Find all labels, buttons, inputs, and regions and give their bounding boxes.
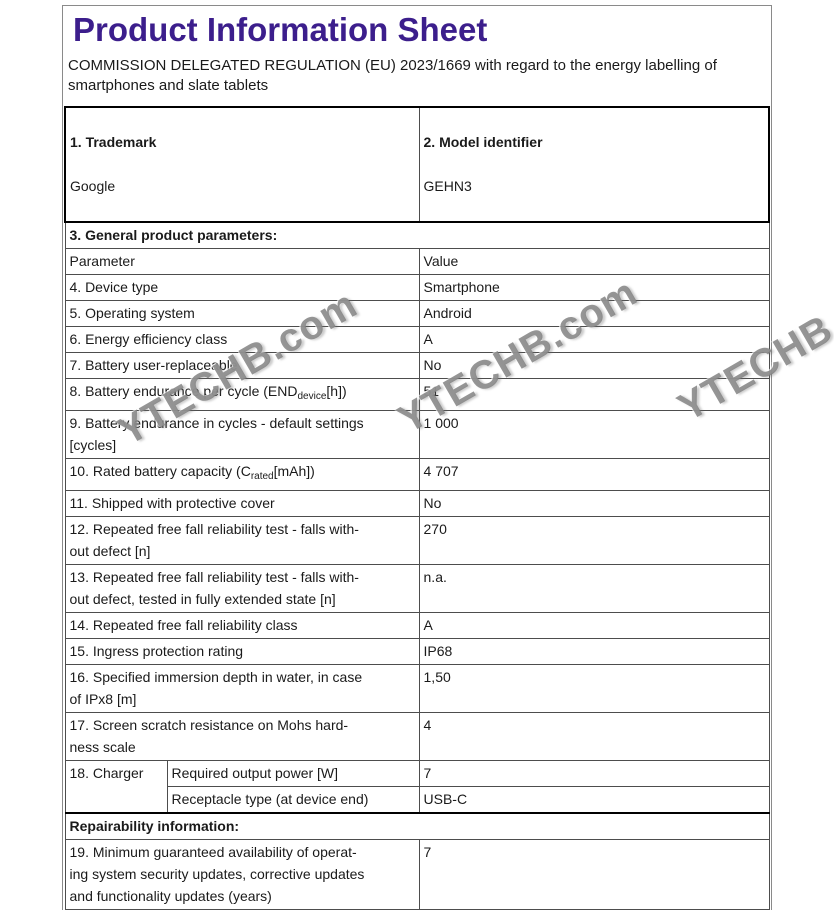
value-cell: A [418,612,770,639]
value-cell: IP68 [418,638,770,665]
trademark-value: Google [70,178,116,194]
param-cell: 19. Minimum guaranteed availability of o… [64,839,420,910]
table-row-immersion-depth: 16. Specified immersion depth in water, … [64,664,770,713]
product-information-sheet-page: Product Information Sheet COMMISSION DEL… [62,5,772,910]
model-identifier-cell: 2. Model identifier GEHN3 [418,106,770,223]
value-cell: 4 [418,712,770,761]
table-row-ingress-protection: 15. Ingress protection rating IP68 [64,638,770,665]
table-row-device-type: 4. Device type Smartphone [64,274,770,301]
param-cell: 12. Repeated free fall reliability test … [64,516,420,565]
table-row-charger-output-power: 18. Charger Required output power [W] 7 [64,760,770,814]
table-row-energy-efficiency-class: 6. Energy efficiency class A [64,326,770,353]
param-cell: 6. Energy efficiency class [64,326,420,353]
table-row-rated-battery-capacity: 10. Rated battery capacity (Crated[mAh])… [64,458,770,491]
repairability-section-label: Repairability information: [64,812,770,840]
model-identifier-value: GEHN3 [423,178,472,194]
table-row-free-fall-class: 14. Repeated free fall reliability class… [64,612,770,639]
table-row-battery-endurance-per-cycle: 8. Battery endurance per cycle (ENDdevic… [64,378,770,411]
value-cell: 270 [418,516,770,565]
charger-label-cell: 18. Charger [64,760,168,814]
param-text-post: [mAh]) [273,463,315,479]
param-cell: 5. Operating system [64,300,420,327]
table-row-free-fall-test-extended: 13. Repeated free fall reliability test … [64,564,770,613]
param-cell: 11. Shipped with protective cover [64,490,420,517]
param-text-pre: 10. Rated battery capacity (C [69,463,251,479]
table-row-mohs-hardness: 17. Screen scratch resistance on Mohs ha… [64,712,770,761]
value-cell: No [418,352,770,379]
param-cell: 9. Battery endurance in cycles - default… [64,410,420,459]
value-cell: 1 000 [418,410,770,459]
value-column-header: Value [418,248,770,275]
table-row-free-fall-test: 12. Repeated free fall reliability test … [64,516,770,565]
value-cell: No [418,490,770,517]
param-cell: 10. Rated battery capacity (Crated[mAh]) [64,458,420,491]
page-title: Product Information Sheet [73,11,488,48]
table-row-battery-user-replaceable: 7. Battery user-replaceable No [64,352,770,379]
value-cell: Android [418,300,770,327]
general-parameters-section-row: 3. General product parameters: [64,221,770,249]
param-text-subscript: rated [250,471,274,482]
table-row-operating-system: 5. Operating system Android [64,300,770,327]
model-identifier-label: 2. Model identifier [423,134,543,150]
table-row-update-availability: 19. Minimum guaranteed availability of o… [64,839,770,910]
value-cell: n.a. [418,564,770,613]
value-cell: 7 [418,839,770,910]
product-info-table: 1. Trademark Google 2. Model identifier … [63,106,770,910]
value-cell: 1,50 [418,664,770,713]
value-cell: Smartphone [418,274,770,301]
value-cell: 51 [418,378,770,411]
param-cell: 13. Repeated free fall reliability test … [64,564,420,613]
repairability-section-row: Repairability information: [64,812,770,840]
param-cell: 7. Battery user-replaceable [64,352,420,379]
general-parameters-section-label: 3. General product parameters: [64,221,770,249]
value-cell: 4 707 [418,458,770,491]
param-cell: 4. Device type [64,274,420,301]
table-row-battery-endurance-cycles: 9. Battery endurance in cycles - default… [64,410,770,459]
regulation-subtitle: COMMISSION DELEGATED REGULATION (EU) 202… [68,57,717,94]
table-row-protective-cover: 11. Shipped with protective cover No [64,490,770,517]
param-cell: 16. Specified immersion depth in water, … [64,664,420,713]
parameter-column-header: Parameter [64,248,420,275]
param-text-post: [h]) [326,383,347,399]
charger-subparam-cell: Required output power [W] [166,760,420,787]
param-cell: 15. Ingress protection rating [64,638,420,665]
param-text-subscript: device [297,391,327,402]
param-text-pre: 8. Battery endurance per cycle (END [69,383,298,399]
column-header-row: Parameter Value [64,248,770,275]
trademark-model-row: 1. Trademark Google 2. Model identifier … [63,106,770,223]
trademark-label: 1. Trademark [70,134,157,150]
param-cell: 17. Screen scratch resistance on Mohs ha… [64,712,420,761]
trademark-cell: 1. Trademark Google [63,106,420,223]
value-cell: 7 [418,760,770,787]
param-cell: 8. Battery endurance per cycle (ENDdevic… [64,378,420,411]
param-cell: 14. Repeated free fall reliability class [64,612,420,639]
value-cell: A [418,326,770,353]
